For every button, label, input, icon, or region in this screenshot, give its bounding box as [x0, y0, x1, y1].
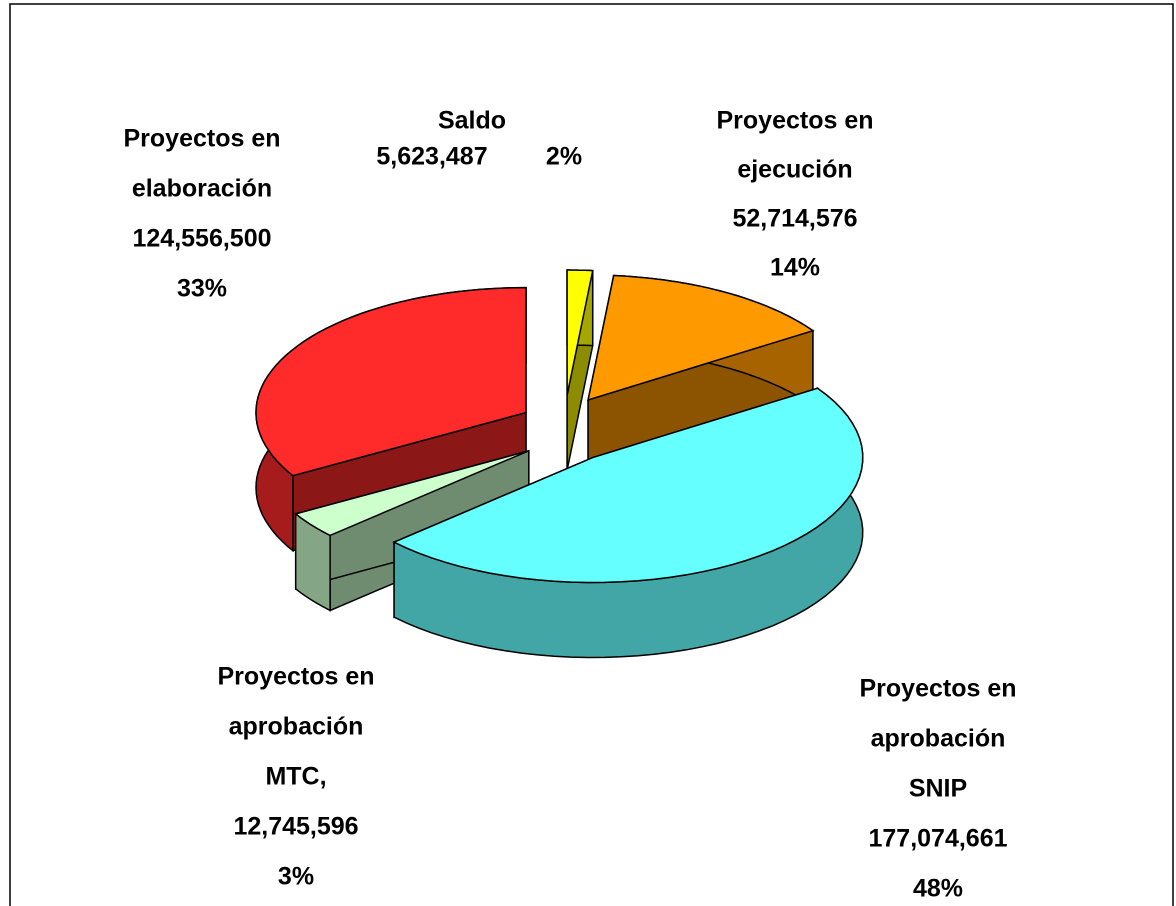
- value-label: 52,714,576: [732, 205, 857, 233]
- slice-shade: [295, 513, 331, 611]
- category-label: Proyectos en: [217, 663, 374, 691]
- category-label: ejecución: [737, 156, 852, 184]
- value-label: 177,074,661: [868, 825, 1007, 853]
- labels: Saldo 5,623,487 2% Proyectos en ejecución 52,…: [123, 107, 1016, 903]
- category-label: SNIP: [909, 775, 967, 803]
- category-label: MTC,: [265, 763, 326, 791]
- category-label: Saldo: [438, 107, 506, 135]
- slice-top: [392, 387, 864, 584]
- category-label: aprobación: [871, 725, 1006, 753]
- slice-top: [587, 274, 815, 402]
- category-label: Proyectos en: [123, 125, 280, 153]
- percent-label: 14%: [770, 254, 820, 282]
- percent-label: 48%: [913, 875, 963, 903]
- category-label: aprobación: [229, 713, 364, 741]
- slice-shade: [295, 450, 529, 589]
- slice-top: [255, 286, 527, 477]
- slice-shade: [394, 388, 863, 658]
- category-label: Proyectos en: [716, 107, 873, 135]
- percent-label: 3%: [278, 863, 314, 891]
- pie: [255, 269, 864, 659]
- value-label: 12,745,596: [233, 813, 358, 841]
- percent-label: 33%: [177, 275, 227, 303]
- slice-top: [294, 450, 530, 537]
- value-label: 124,556,500: [132, 225, 271, 253]
- slice-top: [566, 269, 594, 396]
- percent-label: 2%: [546, 143, 582, 171]
- category-label: Proyectos en: [859, 675, 1016, 703]
- category-label: elaboración: [132, 175, 272, 203]
- value-label: 5,623,487: [376, 143, 487, 171]
